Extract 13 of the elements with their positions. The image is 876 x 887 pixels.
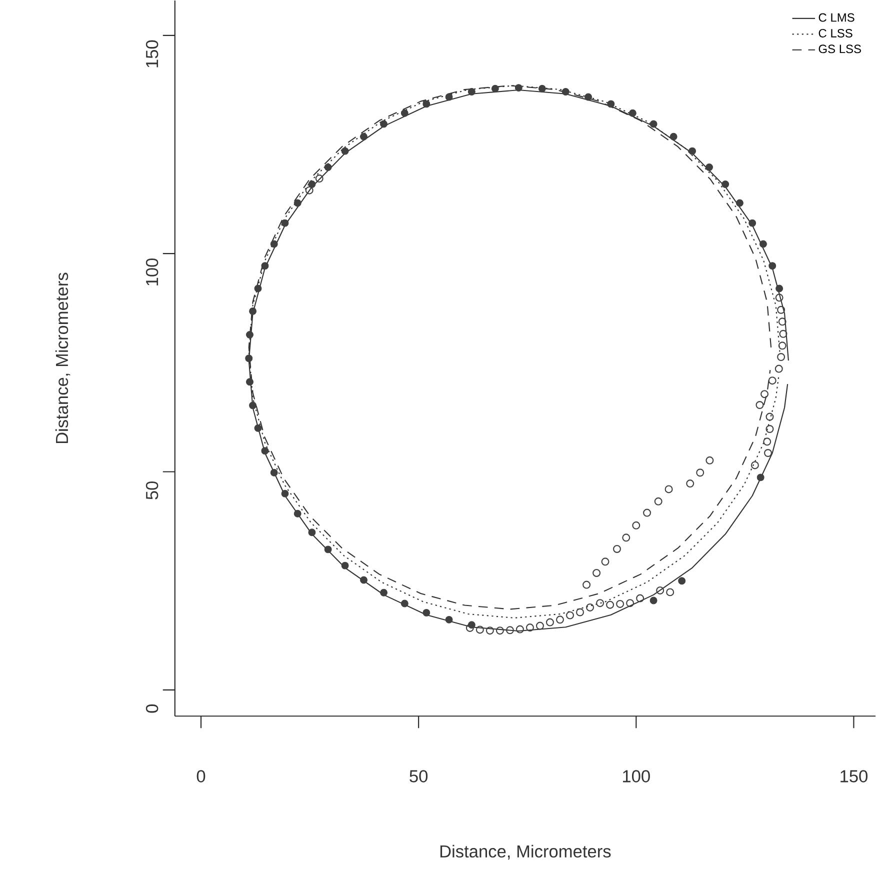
legend-label: C LMS	[818, 13, 854, 22]
y-tick-label: 100	[146, 258, 158, 286]
x-tick-label: 50	[410, 770, 428, 782]
x-tick-label: 150	[840, 770, 868, 782]
legend-label: GS LSS	[818, 44, 861, 54]
y-tick-label: 150	[146, 40, 158, 68]
x-tick-label: 0	[196, 770, 206, 782]
y-tick-label: 0	[146, 704, 158, 713]
y-tick-label: 50	[146, 481, 158, 500]
x-axis-title: Distance, Micrometers	[440, 844, 611, 860]
x-tick-label: 100	[623, 770, 650, 782]
legend-label: C LSS	[818, 28, 852, 38]
y-axis-title: Distance, Micrometers	[55, 272, 70, 444]
